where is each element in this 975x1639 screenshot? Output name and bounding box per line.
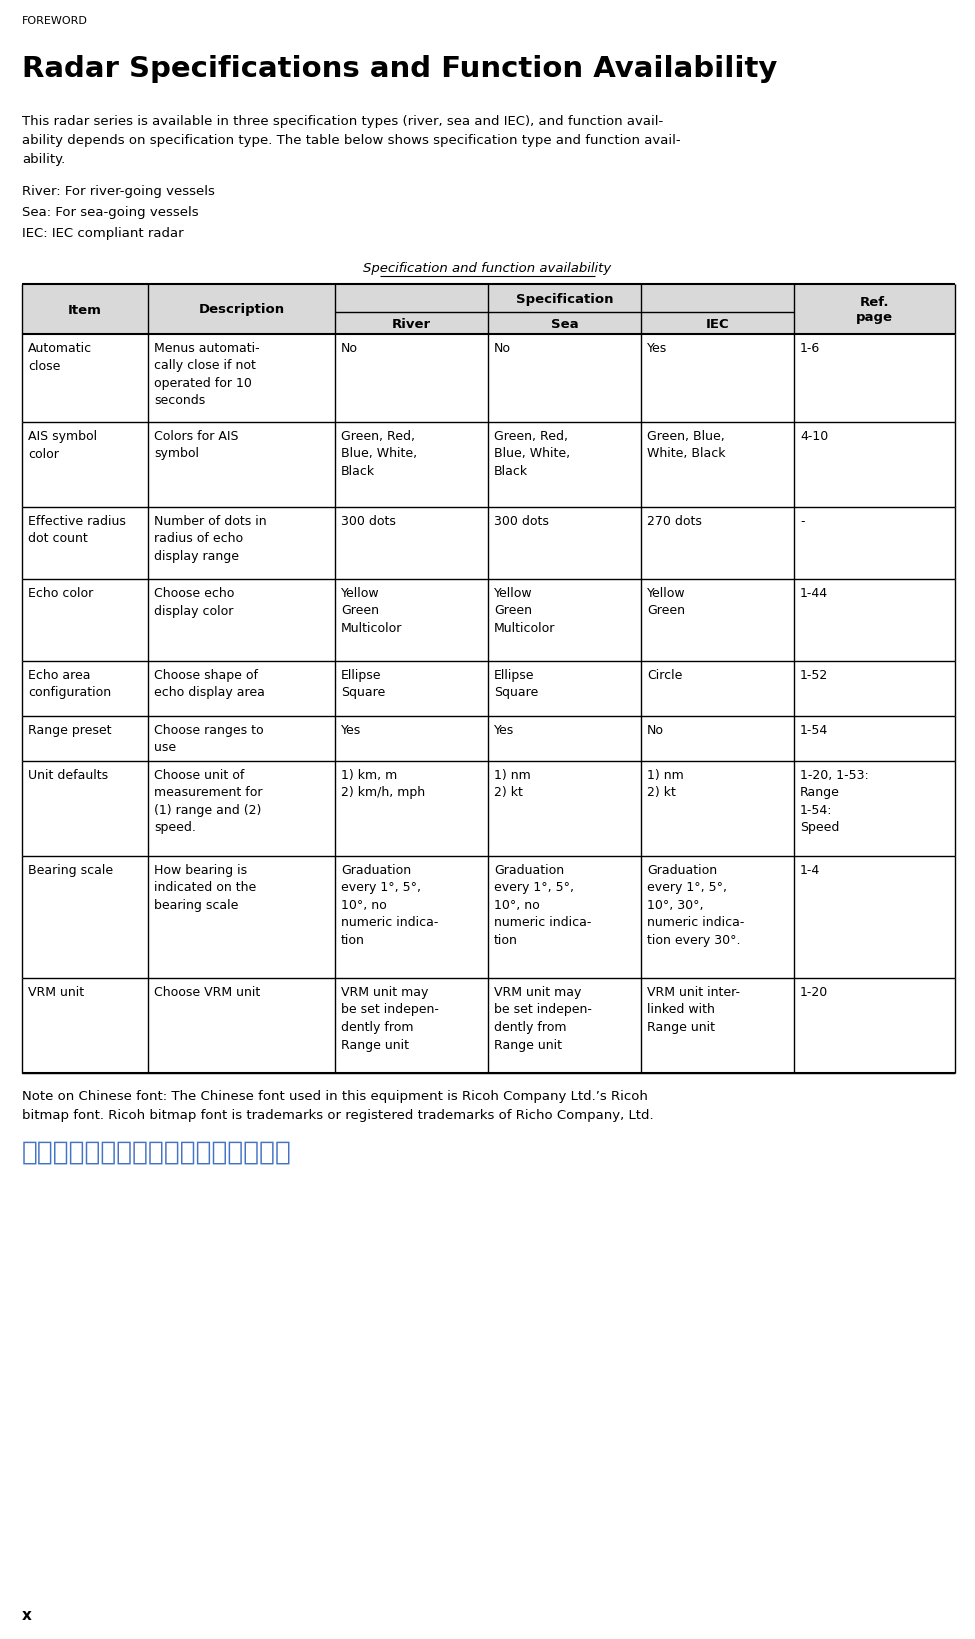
Text: No: No <box>647 723 664 736</box>
Text: Green, Blue,
White, Black: Green, Blue, White, Black <box>647 429 725 461</box>
Text: 300 dots: 300 dots <box>341 515 396 528</box>
Text: Ellipse
Square: Ellipse Square <box>494 669 538 700</box>
Text: Graduation
every 1°, 5°,
10°, no
numeric indica-
tion: Graduation every 1°, 5°, 10°, no numeric… <box>341 864 439 946</box>
Text: Yes: Yes <box>494 723 514 736</box>
Text: Green, Red,
Blue, White,
Black: Green, Red, Blue, White, Black <box>341 429 417 477</box>
Bar <box>22 508 955 580</box>
Text: Specification: Specification <box>516 292 613 305</box>
Text: Specification and function availability: Specification and function availability <box>364 262 611 275</box>
Text: VRM unit inter-
linked with
Range unit: VRM unit inter- linked with Range unit <box>647 985 740 1033</box>
Text: x: x <box>22 1606 32 1623</box>
Text: Bearing scale: Bearing scale <box>28 864 113 877</box>
Text: Sea: Sea <box>551 318 578 331</box>
Text: Yellow
Green
Multicolor: Yellow Green Multicolor <box>341 587 403 634</box>
Text: Choose ranges to
use: Choose ranges to use <box>154 723 263 754</box>
Text: 1-44: 1-44 <box>800 587 828 600</box>
Text: Choose unit of
measurement for
(1) range and (2)
speed.: Choose unit of measurement for (1) range… <box>154 769 262 834</box>
Text: How bearing is
indicated on the
bearing scale: How bearing is indicated on the bearing … <box>154 864 256 911</box>
Text: VRM unit: VRM unit <box>28 985 84 998</box>
Bar <box>22 857 955 978</box>
Text: Choose echo
display color: Choose echo display color <box>154 587 234 618</box>
Text: 1-20, 1-53:
Range
1-54:
Speed: 1-20, 1-53: Range 1-54: Speed <box>800 769 869 834</box>
Text: AIS symbol
color: AIS symbol color <box>28 429 98 461</box>
Text: Choose shape of
echo display area: Choose shape of echo display area <box>154 669 265 700</box>
Text: -: - <box>800 515 804 528</box>
Bar <box>22 580 955 662</box>
Text: Colors for AIS
symbol: Colors for AIS symbol <box>154 429 239 461</box>
Text: Echo area
configuration: Echo area configuration <box>28 669 111 700</box>
Text: Ellipse
Square: Ellipse Square <box>341 669 385 700</box>
Text: Yellow
Green
Multicolor: Yellow Green Multicolor <box>494 587 556 634</box>
Text: Sea: For sea-going vessels: Sea: For sea-going vessels <box>22 207 199 220</box>
Bar <box>22 762 955 857</box>
Text: IEC: IEC <box>706 318 729 331</box>
Bar <box>22 285 955 334</box>
Text: Effective radius
dot count: Effective radius dot count <box>28 515 126 546</box>
Text: Automatic
close: Automatic close <box>28 343 92 372</box>
Text: Graduation
every 1°, 5°,
10°, 30°,
numeric indica-
tion every 30°.: Graduation every 1°, 5°, 10°, 30°, numer… <box>647 864 744 946</box>
Text: River: River <box>392 318 431 331</box>
Bar <box>22 662 955 716</box>
Bar <box>22 423 955 508</box>
Text: Range preset: Range preset <box>28 723 111 736</box>
Text: 270 dots: 270 dots <box>647 515 702 528</box>
Text: Graduation
every 1°, 5°,
10°, no
numeric indica-
tion: Graduation every 1°, 5°, 10°, no numeric… <box>494 864 592 946</box>
Text: Description: Description <box>199 303 285 316</box>
Text: 1) km, m
2) km/h, mph: 1) km, m 2) km/h, mph <box>341 769 425 798</box>
Text: Choose VRM unit: Choose VRM unit <box>154 985 260 998</box>
Text: Yes: Yes <box>341 723 362 736</box>
Text: This radar series is available in three specification types (river, sea and IEC): This radar series is available in three … <box>22 115 681 166</box>
Bar <box>22 716 955 762</box>
Text: 1) nm
2) kt: 1) nm 2) kt <box>647 769 683 798</box>
Text: 1-52: 1-52 <box>800 669 828 682</box>
Text: Yes: Yes <box>647 343 667 354</box>
Text: Green, Red,
Blue, White,
Black: Green, Red, Blue, White, Black <box>494 429 570 477</box>
Text: 1-20: 1-20 <box>800 985 828 998</box>
Text: Note on Chinese font: The Chinese font used in this equipment is Ricoh Company L: Note on Chinese font: The Chinese font u… <box>22 1090 653 1121</box>
Text: Ref.
page: Ref. page <box>856 295 893 325</box>
Text: Unit defaults: Unit defaults <box>28 769 108 782</box>
Text: 1-6: 1-6 <box>800 343 820 354</box>
Text: No: No <box>494 343 511 354</box>
Text: Circle: Circle <box>647 669 682 682</box>
Text: 1-54: 1-54 <box>800 723 828 736</box>
Text: Item: Item <box>68 303 102 316</box>
Text: Radar Specifications and Function Availability: Radar Specifications and Function Availa… <box>22 56 777 84</box>
Text: 1) nm
2) kt: 1) nm 2) kt <box>494 769 530 798</box>
Text: Yellow
Green: Yellow Green <box>647 587 685 618</box>
Text: FOREWORD: FOREWORD <box>22 16 88 26</box>
Text: No: No <box>341 343 358 354</box>
Text: 中文字型由北京字研技术开发中心提供: 中文字型由北京字研技术开发中心提供 <box>22 1139 292 1165</box>
Bar <box>22 334 955 423</box>
Text: VRM unit may
be set indepen-
dently from
Range unit: VRM unit may be set indepen- dently from… <box>494 985 592 1051</box>
Text: IEC: IEC compliant radar: IEC: IEC compliant radar <box>22 226 183 239</box>
Bar <box>22 978 955 1074</box>
Text: River: For river-going vessels: River: For river-going vessels <box>22 185 215 198</box>
Text: 1-4: 1-4 <box>800 864 820 877</box>
Text: 4-10: 4-10 <box>800 429 828 443</box>
Text: Number of dots in
radius of echo
display range: Number of dots in radius of echo display… <box>154 515 266 562</box>
Text: 300 dots: 300 dots <box>494 515 549 528</box>
Text: VRM unit may
be set indepen-
dently from
Range unit: VRM unit may be set indepen- dently from… <box>341 985 439 1051</box>
Text: Echo color: Echo color <box>28 587 94 600</box>
Text: Menus automati-
cally close if not
operated for 10
seconds: Menus automati- cally close if not opera… <box>154 343 259 406</box>
